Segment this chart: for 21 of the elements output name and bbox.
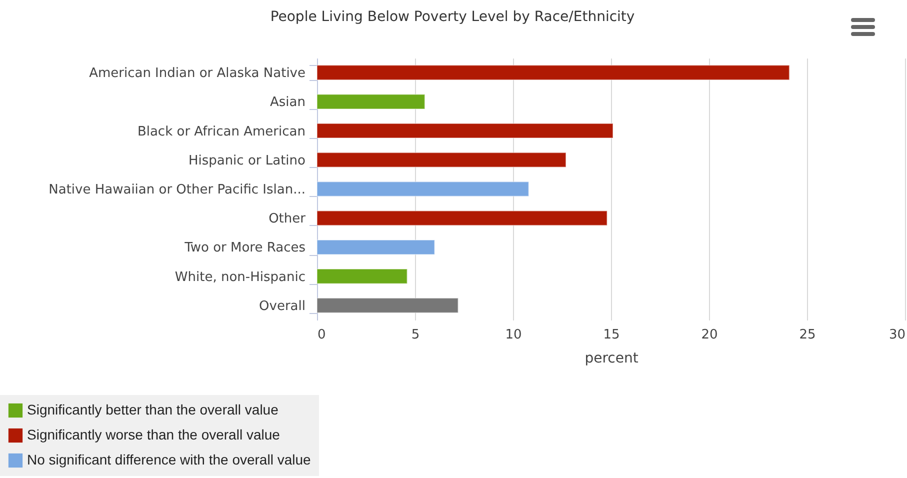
y-tick-label: White, non-Hispanic xyxy=(174,270,306,285)
x-tick-label: 30 xyxy=(888,328,906,342)
x-tick-label: 5 xyxy=(411,328,420,342)
x-tick-label: 25 xyxy=(799,328,816,342)
y-tick-label: Native Hawaiian or Other Pacific Islan... xyxy=(48,182,306,198)
x-tick-label: 20 xyxy=(701,328,718,342)
legend-label: Significantly worse than the overall value xyxy=(27,426,280,442)
chart-title: People Living Below Poverty Level by Race/Ethnicity xyxy=(270,9,635,25)
y-tick-label: Overall xyxy=(259,298,306,314)
y-tick-label: Two or More Races xyxy=(184,240,306,256)
y-tick-label: Other xyxy=(268,212,306,227)
x-tick-label: 15 xyxy=(603,328,620,342)
legend-label: Significantly better than the overall value xyxy=(27,402,279,418)
y-tick-label: American Indian or Alaska Native xyxy=(89,66,306,82)
y-tick-label: Hispanic or Latino xyxy=(188,153,306,168)
y-tick-label: Asian xyxy=(270,95,306,110)
x-axis-title: percent xyxy=(584,350,639,366)
legend-label: No significant difference with the overall value xyxy=(27,452,311,468)
y-tick-label: Black or African American xyxy=(137,124,306,140)
x-tick-label: 10 xyxy=(505,328,522,342)
x-tick-label: 0 xyxy=(318,328,326,342)
